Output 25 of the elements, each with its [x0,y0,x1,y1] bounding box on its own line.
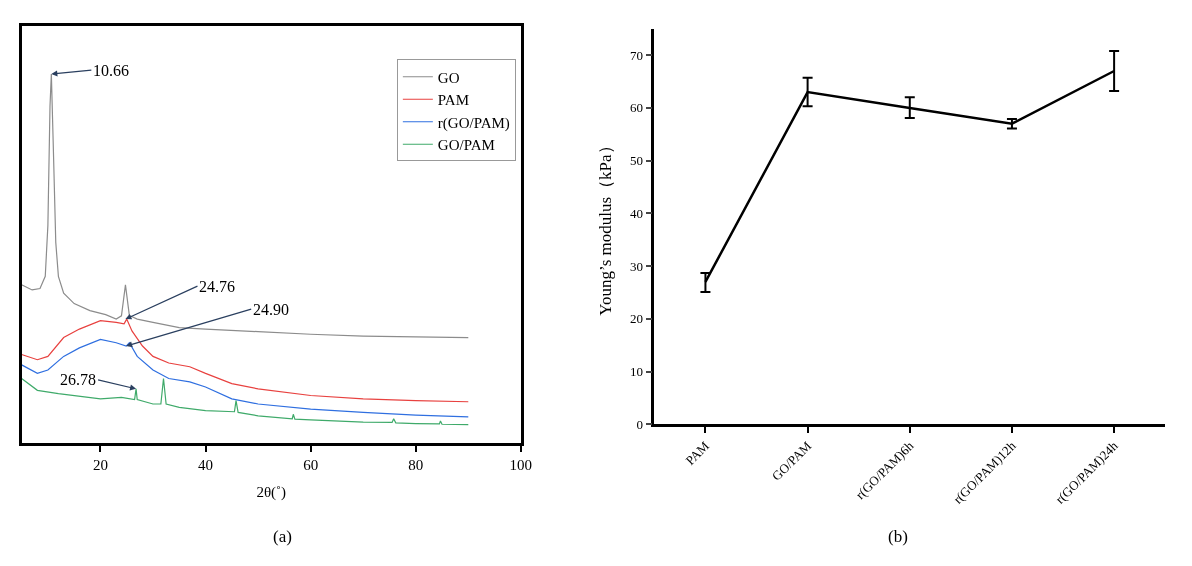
annotation: 24.76 [199,278,235,295]
x-axis-title: 2θ(˚) [256,483,287,501]
y-tick-label: 40 [630,205,644,221]
annotation: 26.78 [60,371,96,388]
legend-label: GO/PAM [437,137,495,154]
x-tick-label: 20 [92,456,108,473]
x-tick-label: 40 [198,456,214,473]
x-tick-label: 100 [509,456,533,473]
y-tick-label: 0 [636,416,644,432]
y-tick-label: 60 [630,100,644,116]
y-tick-label: 50 [630,153,644,169]
legend-label: GO [437,69,460,86]
y-tick-label: 20 [630,311,644,327]
y-axis-title: Young’s modulus（kPa） [595,137,615,316]
annotation: 24.90 [253,301,289,318]
text: (a) [273,527,292,546]
annotation: 10.66 [93,62,129,79]
x-tick-label: 80 [408,456,424,473]
text: (b) [888,527,908,546]
y-tick-label: 30 [630,258,644,274]
y-tick-label: 10 [630,364,644,380]
x-tick-label: 60 [303,456,319,473]
y-tick-label: 70 [630,47,644,63]
legend-label: r(GO/PAM) [437,114,510,132]
legend-label: PAM [437,92,469,109]
